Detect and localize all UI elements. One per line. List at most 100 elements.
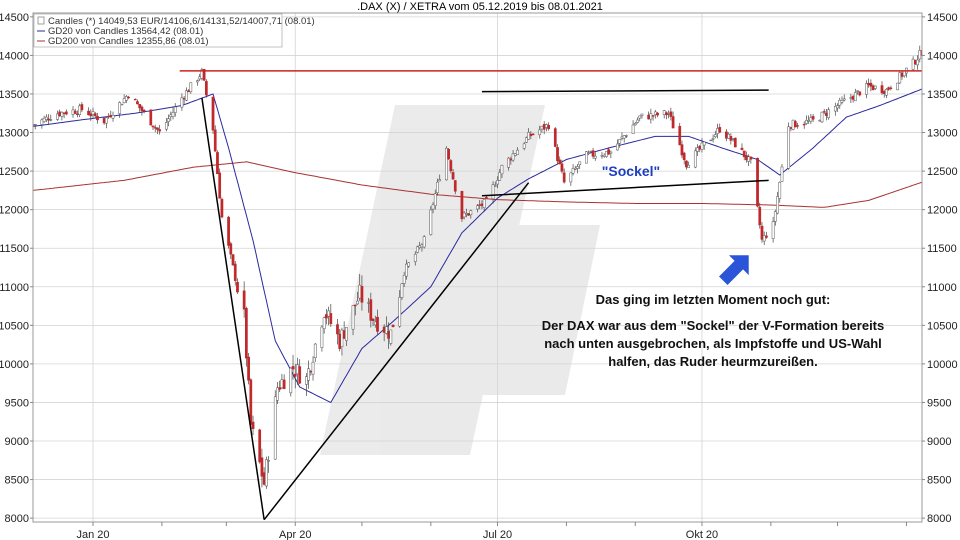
candle-up [49, 119, 53, 121]
candle-up [727, 133, 731, 139]
annotation-line: nach unten ausgebrochen, als Impfstoffe … [544, 336, 882, 351]
candle-down [867, 82, 871, 86]
candle-up [60, 111, 64, 117]
candle-up [773, 211, 777, 222]
candle-up [120, 103, 124, 106]
candle-down [58, 111, 62, 116]
candle-up [696, 147, 699, 152]
candle-up [167, 118, 170, 122]
candle-up [111, 114, 115, 119]
candle-up [605, 151, 608, 157]
candle-down [749, 156, 753, 160]
candle-down [453, 180, 457, 192]
y-tick-label: 10000 [927, 359, 958, 371]
legend-entry: GD20 von Candles 13564,42 (08.01) [48, 26, 203, 37]
candle-up [405, 263, 408, 277]
candle-up [171, 111, 175, 117]
candle-down [467, 213, 470, 216]
recovery-leg-line [263, 182, 530, 521]
candle-up [198, 76, 202, 80]
candle-down [158, 129, 162, 132]
y-tick-label: 8000 [5, 513, 29, 525]
candle-up [413, 253, 417, 262]
candle-up [818, 120, 822, 122]
candle-down [558, 159, 562, 165]
candle-up [833, 106, 837, 112]
candle-down [871, 85, 875, 91]
candle-down [227, 216, 230, 246]
x-tick-label: Okt 20 [686, 529, 718, 540]
candle-up [836, 105, 839, 109]
candle-down [480, 203, 484, 206]
candle-down [913, 60, 917, 65]
candle-up [56, 113, 59, 120]
candle-up [340, 329, 344, 347]
candle-down [298, 366, 302, 384]
candle-down [93, 113, 97, 117]
candle-up [322, 317, 326, 329]
x-tick-label: Jul 20 [483, 529, 512, 540]
channel-bottom-line [481, 179, 769, 197]
candle-down [242, 290, 246, 310]
candle-up [638, 115, 642, 119]
candle-up [184, 90, 188, 101]
candle-up [618, 139, 622, 144]
y-tick-label: 12000 [927, 205, 958, 217]
candle-down [73, 110, 77, 114]
candle-down [656, 112, 659, 116]
candle-up [527, 132, 530, 140]
legend-swatch [37, 16, 45, 25]
candle-up [578, 161, 582, 165]
candle-up [622, 135, 626, 139]
y-tick-label: 11000 [0, 282, 29, 294]
watermark-logo [320, 105, 600, 455]
candle-up [873, 85, 877, 89]
candle-down [822, 111, 826, 113]
candle-up [589, 150, 593, 153]
y-tick-label: 13000 [0, 128, 29, 140]
candle-up [600, 155, 604, 157]
candle-down [62, 112, 66, 114]
candle-up [78, 105, 82, 115]
candle-down [127, 96, 130, 99]
candle-down [560, 163, 564, 172]
candle-down [451, 172, 455, 180]
candle-down [353, 304, 357, 307]
candle-up [389, 329, 393, 344]
candle-up [289, 367, 293, 394]
candle-down [789, 127, 793, 129]
candle-up [476, 205, 479, 210]
candle-up [687, 164, 691, 168]
candle-up [422, 236, 426, 248]
y-tick-label: 10500 [0, 320, 29, 332]
candle-up [491, 184, 495, 200]
candle-down [900, 72, 904, 77]
candle-down [151, 125, 155, 128]
candle-down [249, 379, 253, 425]
candle-down [758, 206, 762, 226]
candle-up [747, 156, 751, 162]
candle-down [460, 190, 464, 220]
candle-up [918, 50, 922, 60]
candle-up [91, 111, 95, 115]
candle-up [522, 143, 526, 149]
candle-up [693, 150, 697, 168]
candle-up [169, 114, 173, 117]
candle-down [725, 131, 728, 139]
candle-up [713, 134, 717, 138]
candle-up [709, 139, 713, 142]
candle-up [118, 102, 122, 114]
candle-up [849, 97, 853, 99]
y-tick-label: 12500 [0, 166, 29, 178]
candle-down [371, 318, 375, 321]
candle-down [760, 225, 764, 240]
annotation-line: Das ging im letzten Moment noch gut: [596, 292, 831, 307]
candle-up [44, 116, 48, 120]
candle-up [180, 97, 184, 108]
candle-up [776, 196, 779, 214]
candle-up [385, 326, 388, 334]
candle-down [47, 118, 50, 121]
candle-up [493, 185, 497, 187]
candle-down [745, 155, 748, 161]
